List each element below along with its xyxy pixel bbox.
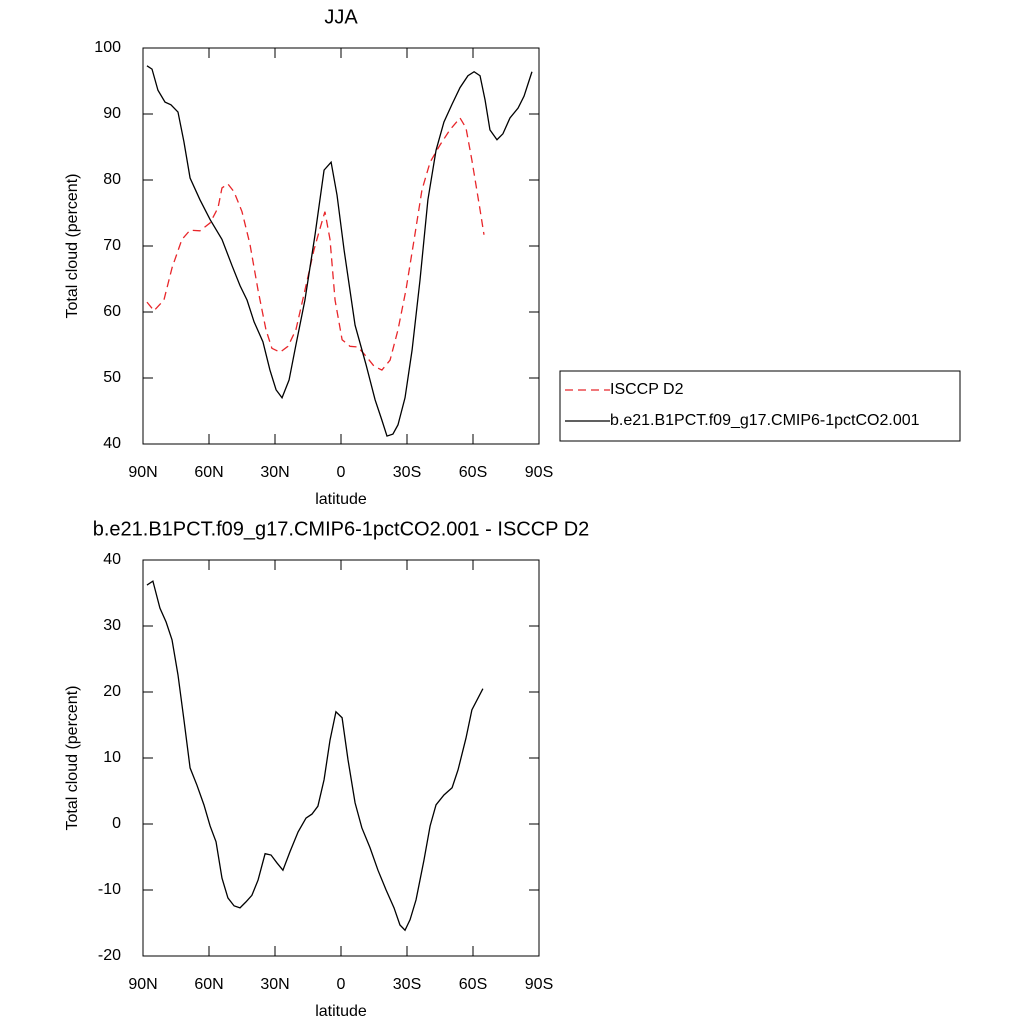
y-tick-label: 30 [103,617,121,634]
y-tick-label: 40 [103,435,121,452]
x-tick-label: 90S [525,976,553,993]
data-line [146,116,485,371]
plot-frame [142,559,540,957]
y-tick-label: 50 [103,369,121,386]
x-axis-label: latitude [315,491,367,508]
y-tick-label: 80 [103,171,121,188]
chart-title: b.e21.B1PCT.f09_g17.CMIP6-1pctCO2.001 - … [93,518,590,540]
x-axis-label: latitude [315,1003,367,1020]
x-tick-label: 0 [337,464,346,481]
x-tick-label: 60N [194,464,223,481]
legend-label: ISCCP D2 [610,381,684,398]
x-tick-label: 30N [260,464,289,481]
x-tick-label: 30N [260,976,289,993]
legend-label: b.e21.B1PCT.f09_g17.CMIP6-1pctCO2.001 [610,412,920,429]
y-tick-label: 10 [103,749,121,766]
x-tick-label: 30S [393,976,421,993]
y-tick-label: 40 [103,551,121,568]
y-tick-label: 0 [112,815,121,832]
y-tick-label: -20 [98,947,121,964]
x-tick-label: 90N [128,464,157,481]
y-tick-label: 100 [94,39,121,56]
x-tick-label: 60S [459,464,487,481]
y-tick-label: 20 [103,683,121,700]
x-tick-label: 0 [337,976,346,993]
y-axis-label: Total cloud (percent) [64,686,81,831]
x-tick-label: 30S [393,464,421,481]
y-tick-label: 90 [103,105,121,122]
x-tick-label: 90N [128,976,157,993]
data-line [146,65,533,437]
data-line [146,580,484,932]
legend-box [559,370,961,442]
y-tick-label: -10 [98,881,121,898]
x-tick-label: 60N [194,976,223,993]
x-tick-label: 90S [525,464,553,481]
x-tick-label: 60S [459,976,487,993]
plot-frame [142,47,540,445]
chart-title: JJA [324,6,358,28]
y-axis-label: Total cloud (percent) [64,174,81,319]
y-tick-label: 70 [103,237,121,254]
y-tick-label: 60 [103,303,121,320]
